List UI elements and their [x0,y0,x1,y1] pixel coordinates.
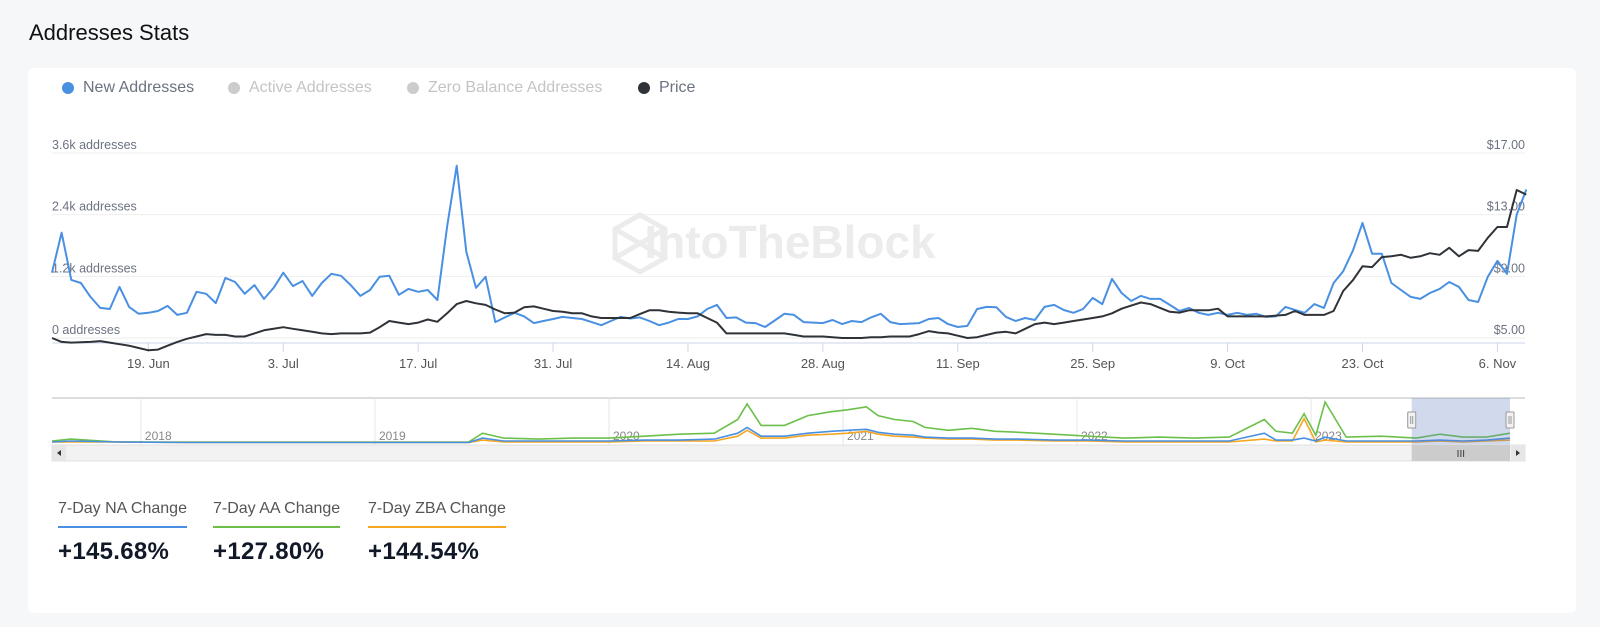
stat-value: +127.80% [213,538,325,565]
legend-item-zero-balance-addresses[interactable]: Zero Balance Addresses [407,79,602,97]
x-tick-label: 17. Jul [399,356,437,371]
new-addresses-line [51,164,1528,328]
watermark: IntoTheBlock [644,216,936,268]
stat-label: 7-Day ZBA Change [368,500,506,528]
y-left-tick-label: 2.4k addresses [52,200,137,214]
legend-label: New Addresses [83,79,195,96]
stat-label: 7-Day NA Change [58,500,187,528]
x-tick-label: 6. Nov [1479,356,1517,371]
legend-label: Zero Balance Addresses [428,79,603,96]
legend-dot-icon [638,82,650,94]
price-line [51,189,1527,352]
legend-dot-icon [407,82,419,94]
arrow-left-icon [57,450,61,456]
navigator-left-handle[interactable] [1407,411,1417,429]
navigator-right-handle[interactable] [1505,411,1515,429]
scrollbar-thumb-grip: III [1457,449,1465,460]
stat-value: +145.68% [58,538,170,565]
x-tick-label: 28. Aug [801,356,845,371]
y-left-tick-label: 0 addresses [52,323,120,337]
x-tick-label: 31. Jul [534,356,572,371]
legend-item-active-addresses[interactable]: Active Addresses [228,79,372,97]
page-title: Addresses Stats [29,20,190,45]
y-left-tick-label: 3.6k addresses [52,138,137,152]
navigator-series-line [51,426,1511,444]
x-tick-label: 25. Sep [1070,356,1115,371]
x-tick-label: 23. Oct [1342,356,1384,371]
x-tick-label: 11. Sep [936,356,980,371]
x-tick-label: 19. Jun [127,356,170,371]
legend-label: Active Addresses [249,79,372,96]
y-left-tick-label: 1.2k addresses [52,261,137,275]
chart-card [28,68,1576,613]
stat-zba-change: 7-Day ZBA Change +144.54% [368,500,506,566]
legend-dot-icon [62,82,74,94]
x-tick-label: 14. Aug [666,356,710,371]
legend-item-price[interactable]: Price [638,79,695,97]
navigator-series-line [51,399,1511,443]
stat-na-change: 7-Day NA Change +145.68% [58,500,187,566]
legend-item-new-addresses[interactable]: New Addresses [62,79,194,97]
x-tick-label: 9. Oct [1210,356,1245,371]
x-tick-label: 3. Jul [268,356,299,371]
navigator-year-label: 2018 [145,429,172,443]
navigator-series-line [52,416,1511,444]
legend-label: Price [659,79,696,96]
y-right-tick-label: $13.00 [1487,200,1525,214]
y-right-tick-label: $17.00 [1487,138,1525,152]
legend-dot-icon [228,82,240,94]
arrow-right-icon [1516,450,1520,456]
navigator-year-label: 2020 [613,429,640,443]
navigator-year-label: 2019 [379,429,406,443]
scrollbar-track[interactable] [51,444,1526,462]
watermark-logo-icon [612,212,668,275]
scrollbar-thumb[interactable] [1411,445,1510,461]
stat-value: +144.54% [368,538,480,565]
stat-label: 7-Day AA Change [213,500,341,528]
y-right-tick-label: $5.00 [1494,323,1525,337]
navigator-selection-mask[interactable] [1411,398,1510,445]
stat-aa-change: 7-Day AA Change +127.80% [213,500,341,566]
